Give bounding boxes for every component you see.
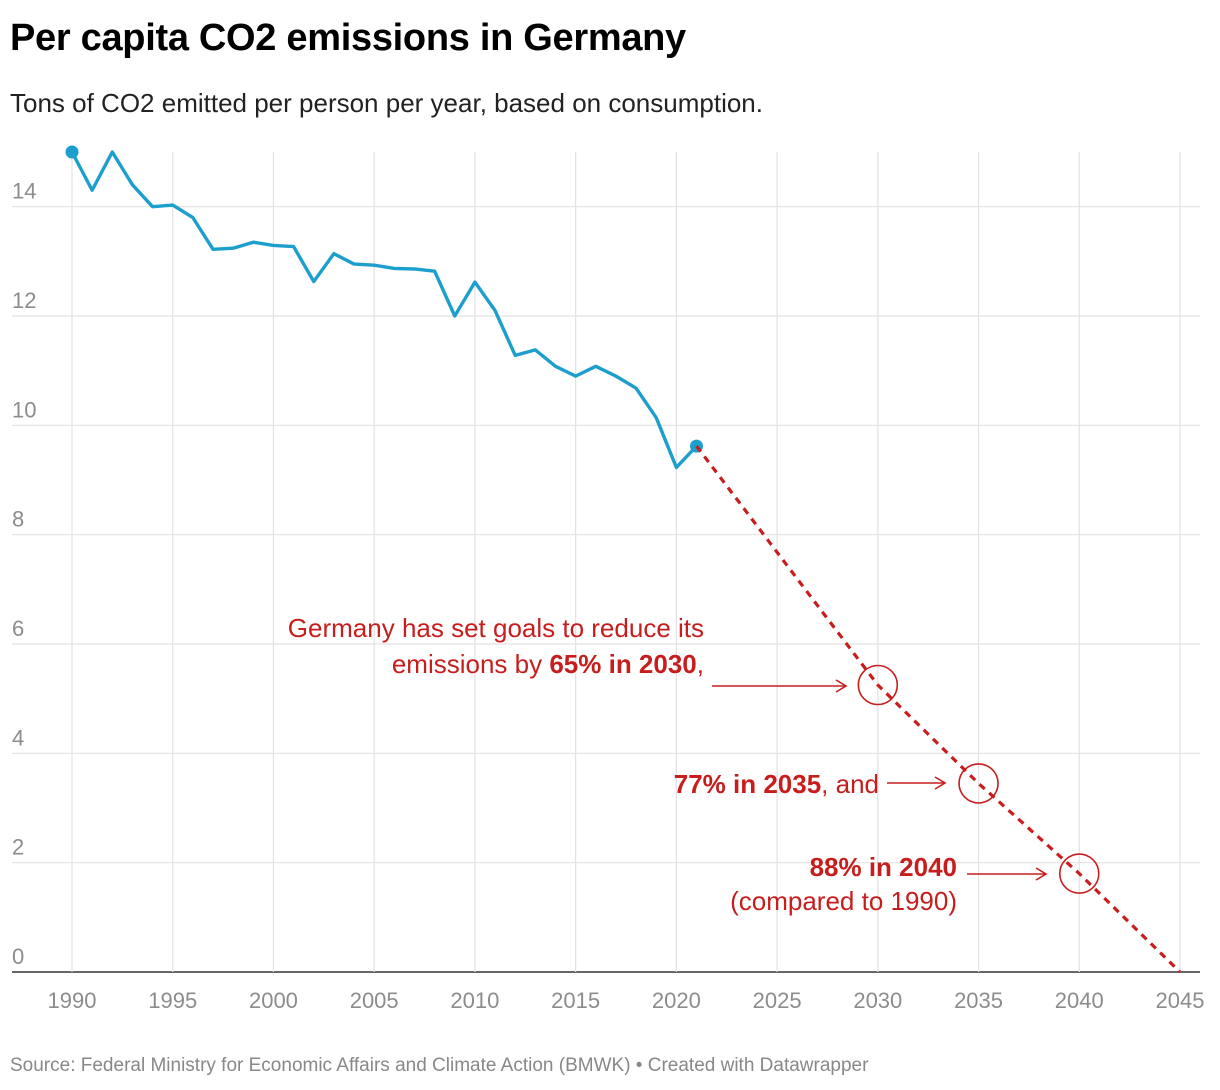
x-tick-label-2010: 2010 — [450, 988, 499, 1013]
x-tick-label-2020: 2020 — [652, 988, 701, 1013]
y-tick-label-2: 2 — [12, 835, 24, 860]
emissions-line — [70, 150, 698, 470]
x-tick-label-2025: 2025 — [753, 988, 802, 1013]
x-tick-label-2030: 2030 — [853, 988, 902, 1013]
y-tick-label-0: 0 — [12, 944, 24, 969]
annotation-2030-line1: Germany has set goals to reduce its — [288, 613, 704, 643]
target-circle-2040 — [1058, 853, 1100, 894]
x-tick-label-2000: 2000 — [249, 988, 298, 1013]
y-tick-label-14: 14 — [12, 179, 36, 204]
x-tick-label-1990: 1990 — [48, 988, 97, 1013]
y-axis-ticks: 0 2 4 6 8 10 12 14 — [12, 179, 36, 969]
target-circle-2035 — [958, 763, 999, 804]
annotation-2030-line2: emissions by 65% in 2030, — [392, 649, 704, 679]
annotation-2035: 77% in 2035, and — [674, 769, 879, 799]
line-chart: 1990 1995 2000 2005 2010 2015 2020 2025 2030 2035… — [12, 145, 1205, 1013]
x-tick-label-2040: 2040 — [1055, 988, 1104, 1013]
arrowhead-2035 — [934, 776, 947, 790]
annotation-2040-line1: 88% in 2040 — [810, 852, 957, 882]
chart-title: Per capita CO2 emissions in Germany — [10, 17, 686, 59]
x-tick-label-2045: 2045 — [1156, 988, 1205, 1013]
source-note: Source: Federal Ministry for Economic Af… — [10, 1055, 869, 1076]
grid-lines — [12, 152, 1200, 973]
x-axis-ticks: 1990 1995 2000 2005 2010 2015 2020 2025 2030 2035… — [48, 988, 1205, 1013]
start-point-dot — [65, 145, 79, 159]
arrowhead-2030 — [835, 679, 848, 693]
chart-subtitle: Tons of CO2 emitted per person per year,… — [10, 88, 763, 118]
annotations: Germany has set goals to reduce its emis… — [288, 613, 1048, 916]
x-tick-label-2015: 2015 — [551, 988, 600, 1013]
series-group — [65, 145, 1182, 974]
y-tick-label-4: 4 — [12, 725, 24, 750]
x-tick-label-1995: 1995 — [148, 988, 197, 1013]
target-markers — [857, 664, 1100, 894]
y-tick-label-10: 10 — [12, 397, 36, 422]
y-tick-label-8: 8 — [12, 507, 24, 532]
y-tick-label-6: 6 — [12, 616, 24, 641]
target-path-line — [695, 445, 1182, 974]
y-tick-label-12: 12 — [12, 288, 36, 313]
x-tick-label-2035: 2035 — [954, 988, 1003, 1013]
target-circle-2030 — [857, 664, 899, 706]
arrowhead-2040 — [1035, 867, 1048, 881]
annotation-2040-line2: (compared to 1990) — [730, 886, 957, 916]
x-tick-label-2005: 2005 — [350, 988, 399, 1013]
